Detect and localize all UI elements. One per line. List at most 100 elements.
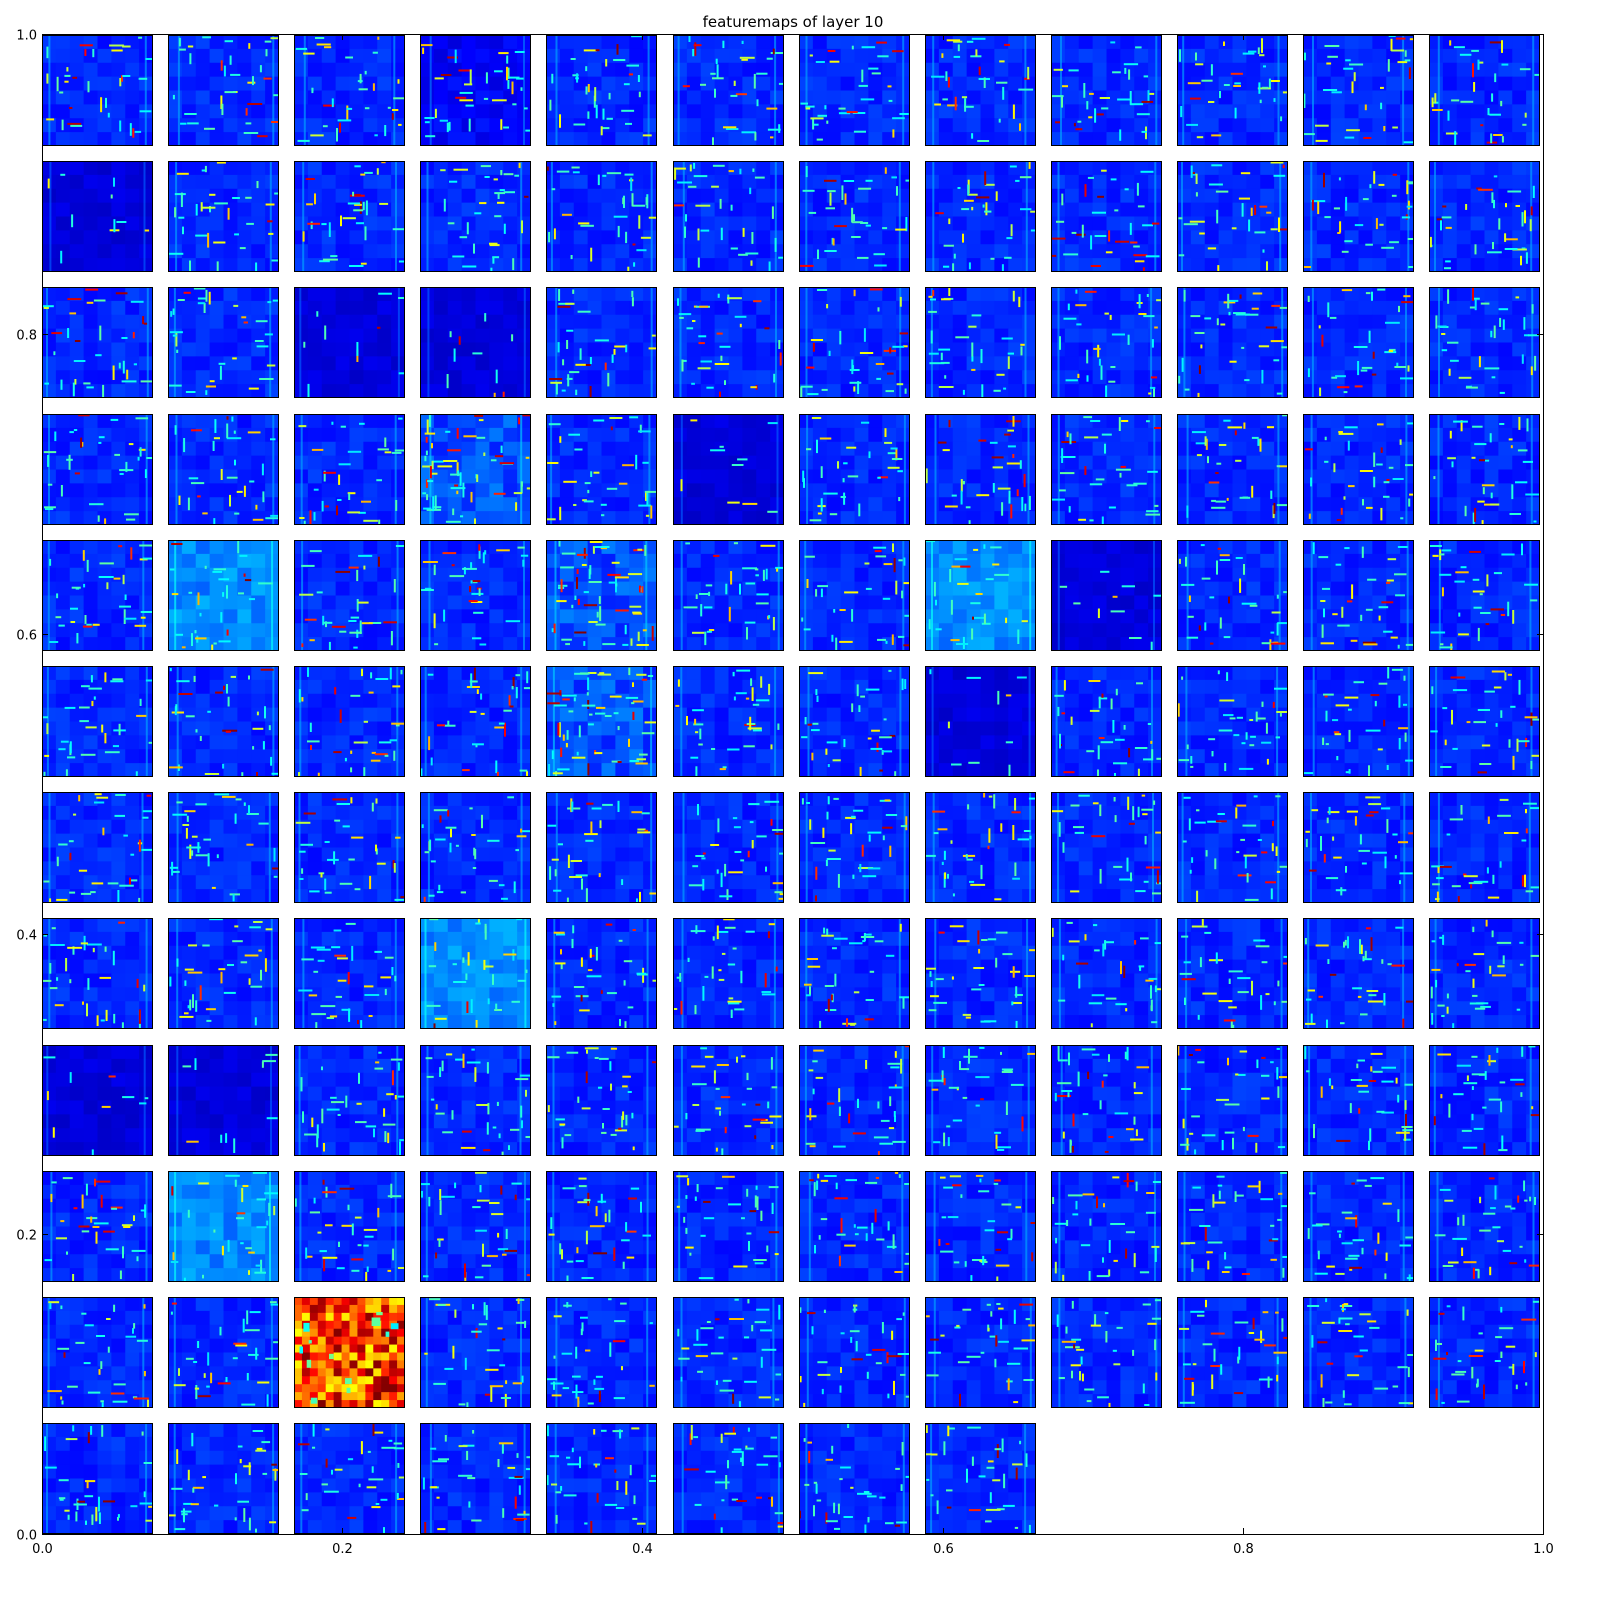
featuremap-tile [673,666,784,777]
featuremap-tile [1051,792,1162,903]
featuremap-tile [168,1423,279,1534]
featuremap-tile [42,666,153,777]
featuremap-tile [673,1045,784,1156]
featuremap-tile [1303,540,1414,651]
featuremap-tile [420,287,531,398]
featuremap-tile [1177,1045,1288,1156]
y-tick-label: 1.0 [16,29,37,44]
chart-title: featuremaps of layer 10 [703,13,884,31]
y-tick-label: 0.0 [16,1529,37,1544]
featuremap-tile [1177,666,1288,777]
y-tick-label: 0.4 [16,929,37,944]
featuremap-tile [546,792,657,903]
featuremap-tile [168,1171,279,1282]
featuremap-tile [168,918,279,1029]
featuremap-tile [1429,666,1540,777]
featuremap-tile [420,1171,531,1282]
featuremap-tile [1303,1297,1414,1408]
featuremap-tile [799,540,910,651]
featuremap-tile [294,161,405,272]
featuremap-tile [546,1297,657,1408]
featuremap-tile [673,35,784,146]
featuremap-tile [1051,1171,1162,1282]
featuremap-tile [673,540,784,651]
featuremap-tile [799,1423,910,1534]
featuremap-tile [294,287,405,398]
featuremap-tile [42,414,153,525]
featuremap-tile [42,1423,153,1534]
featuremap-tile [294,414,405,525]
featuremap-tile [546,287,657,398]
featuremap-tile [420,35,531,146]
featuremap-tile [1051,540,1162,651]
featuremap-tile [925,1045,1036,1156]
featuremap-tile [1429,161,1540,272]
featuremap-tile [546,35,657,146]
featuremap-tile [42,1045,153,1156]
featuremap-tile [1177,287,1288,398]
featuremap-tile [1429,540,1540,651]
x-tick-label: 0.2 [332,1542,353,1557]
featuremap-tile [168,161,279,272]
featuremap-tile [673,792,784,903]
featuremap-tile [925,1171,1036,1282]
featuremap-tile [799,792,910,903]
featuremap-tile [42,1297,153,1408]
featuremap-tile [925,540,1036,651]
featuremap-tile [420,918,531,1029]
ticks-layer: 0.0 0.2 0.4 0.6 0.8 1.0 0.0 0.2 0.4 0.6 0.8 1.0 [16,29,1554,1558]
featuremap-tile [1051,666,1162,777]
featuremap-tile [42,161,153,272]
featuremap-tile [1429,918,1540,1029]
featuremap-tile [1303,287,1414,398]
y-tick-label: 0.6 [16,629,37,644]
featuremap-tile [673,161,784,272]
featuremap-tile [1303,161,1414,272]
featuremap-tile [546,1423,657,1534]
featuremap-tile [42,540,153,651]
featuremap-tile [546,1045,657,1156]
featuremap-tile [1177,1171,1288,1282]
featuremap-tile [420,1045,531,1156]
featuremap-tile [1303,792,1414,903]
featuremap-tile [168,540,279,651]
featuremap-tile [546,540,657,651]
featuremap-tile [42,35,153,146]
featuremap-tile [799,35,910,146]
featuremap-tile [925,666,1036,777]
axes-frame [42,34,1544,1535]
y-tick-label: 0.8 [16,329,37,344]
featuremap-tile [925,161,1036,272]
featuremap-tile [799,1045,910,1156]
featuremap-tile [799,414,910,525]
x-tick-label: 0.6 [933,1542,954,1557]
featuremap-tile [1303,666,1414,777]
featuremap-tile [1429,792,1540,903]
featuremap-tile [799,161,910,272]
featuremap-tile [1051,161,1162,272]
featuremap-tile [168,35,279,146]
x-tick-label: 0.8 [1233,1542,1254,1557]
featuremap-tile [1051,287,1162,398]
x-tick-label: 0.4 [632,1542,653,1557]
featuremap-tile [1303,35,1414,146]
featuremap-tile [1429,1297,1540,1408]
featuremap-tile [42,918,153,1029]
featuremap-tile [294,1045,405,1156]
featuremap-tile [168,792,279,903]
x-tick-label: 0.0 [32,1542,53,1557]
featuremap-tile [1177,414,1288,525]
featuremap-tile [1429,414,1540,525]
featuremap-tile [1429,287,1540,398]
featuremap-tile [420,666,531,777]
featuremap-tile [925,35,1036,146]
featuremap-tile [673,414,784,525]
featuremap-tile [546,918,657,1029]
featuremap-tile [420,1423,531,1534]
featuremap-tile [1177,792,1288,903]
featuremap-tile [799,918,910,1029]
featuremap-tile [294,792,405,903]
featuremap-tile [294,666,405,777]
featuremap-tile [925,918,1036,1029]
